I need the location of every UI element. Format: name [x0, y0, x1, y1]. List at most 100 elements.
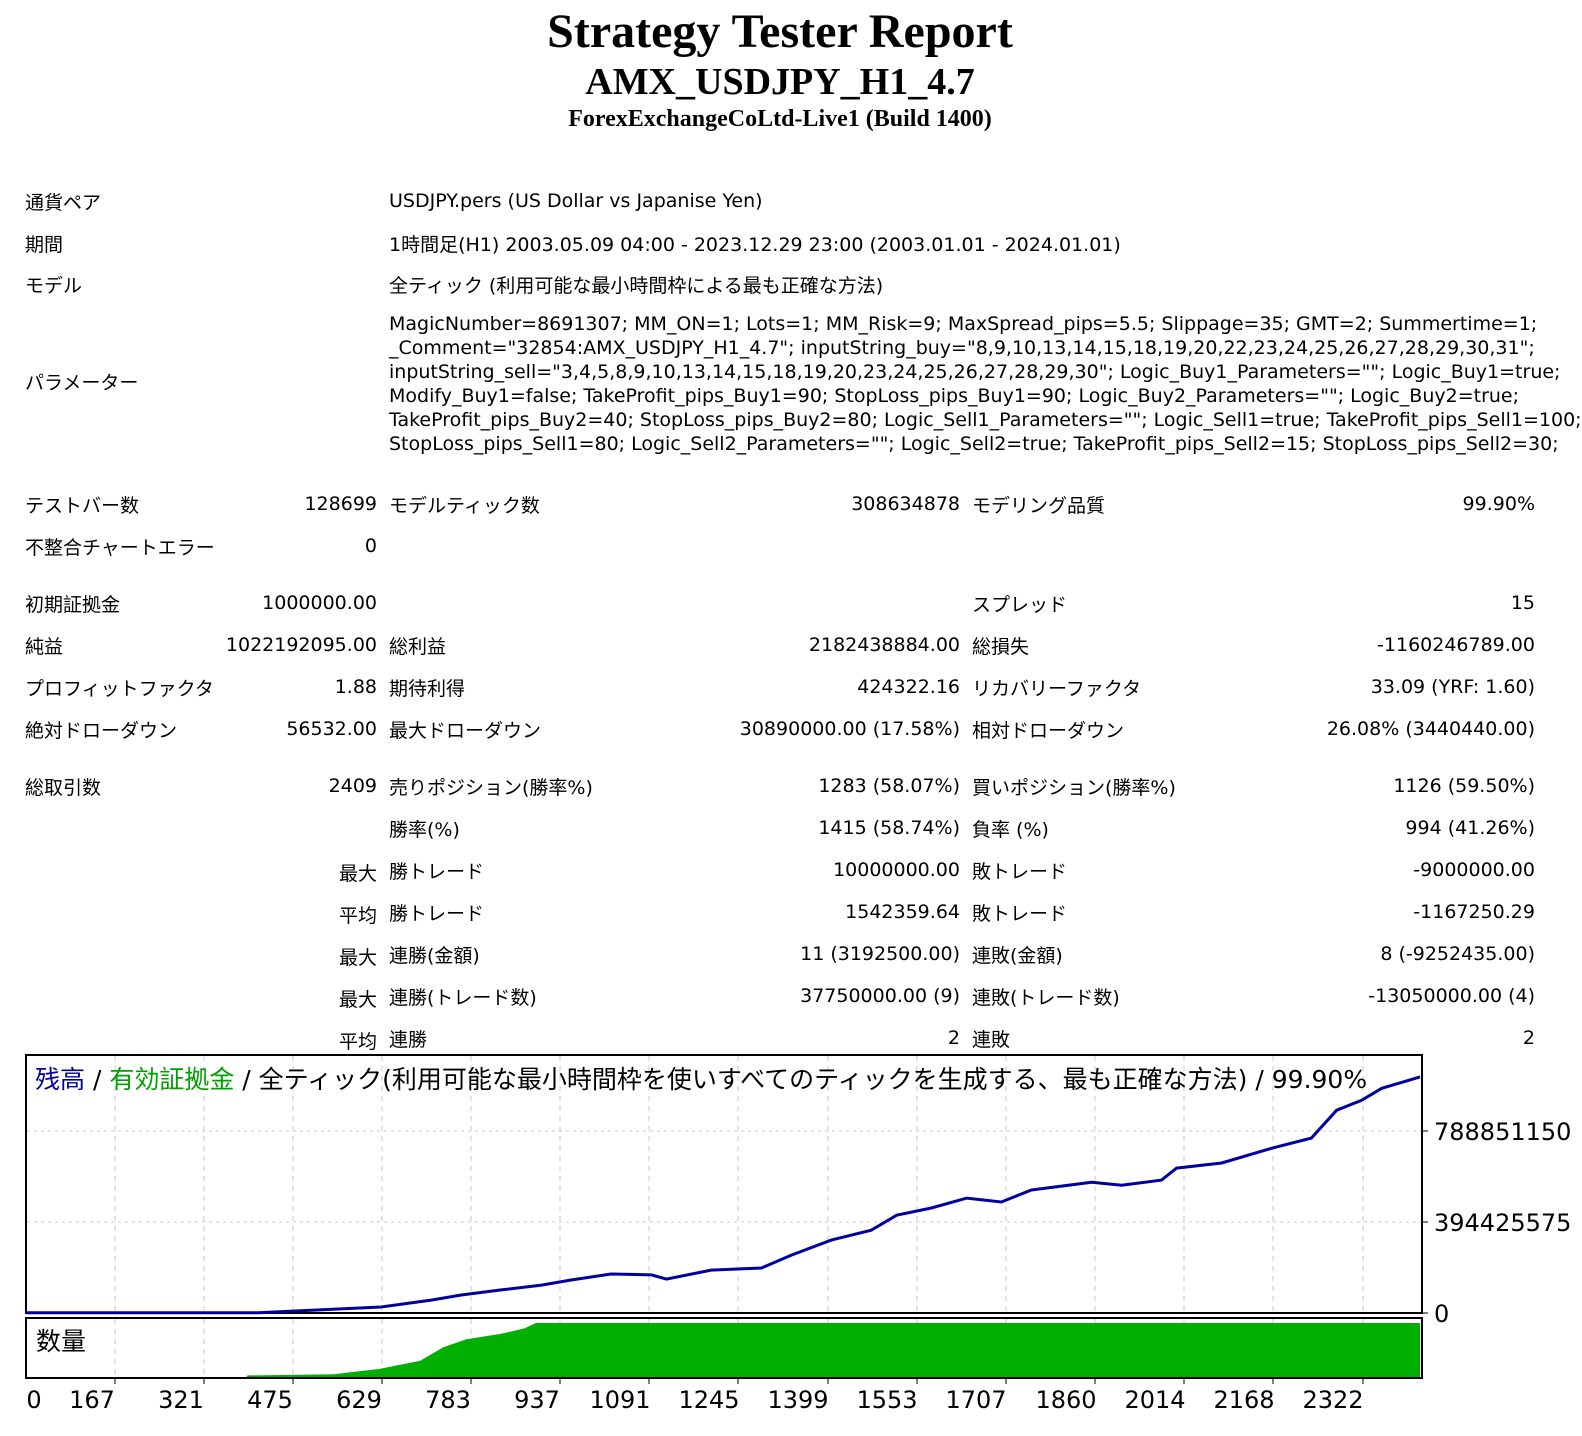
stat-label: 負率 (%)	[972, 819, 1049, 841]
stat-value: -1167250.29	[1413, 901, 1535, 923]
x-tick-label: 1399	[767, 1386, 828, 1414]
x-tick-label: 1091	[589, 1386, 650, 1414]
stat-label: 総損失	[972, 636, 1030, 658]
stat-label: 相対ドローダウン	[972, 720, 1125, 742]
stat-label: モデルティック数	[389, 495, 540, 517]
stat-value: 1022192095.00	[225, 634, 377, 656]
stat-label: リカバリーファクタ	[972, 678, 1142, 700]
stat-value: 最大	[338, 989, 377, 1011]
stat-label: 不整合チャートエラー	[25, 537, 215, 559]
stat-value: 26.08% (3440440.00)	[1326, 718, 1535, 740]
x-tick-label: 321	[158, 1386, 204, 1414]
stat-value: 994 (41.26%)	[1405, 817, 1535, 839]
stat-label: 売りポジション(勝率%)	[389, 777, 593, 799]
stat-value: 平均	[338, 905, 377, 927]
period-label: 期間	[25, 234, 64, 256]
y-tick-label: 788851150	[1434, 1118, 1571, 1146]
x-tick-label: 937	[514, 1386, 560, 1414]
stat-label: 初期証拠金	[25, 594, 121, 616]
stat-value: 0	[364, 535, 377, 557]
balance-line	[26, 1075, 1421, 1315]
stat-label: スプレッド	[972, 594, 1068, 616]
legend-equity: 有効証拠金	[109, 1065, 234, 1094]
stat-value: 1126 (59.50%)	[1393, 775, 1535, 797]
stat-value: 424322.16	[857, 676, 960, 698]
stat-label: モデリング品質	[972, 495, 1106, 517]
stat-label: 勝トレード	[389, 903, 485, 925]
stat-label: 総取引数	[25, 777, 102, 799]
stat-value: -1160246789.00	[1377, 634, 1535, 656]
x-tick-label: 2168	[1213, 1386, 1274, 1414]
stat-value: 2409	[328, 775, 377, 797]
params-line: StopLoss_pips_Sell1=80; Logic_Sell2_Para…	[389, 433, 1559, 455]
stat-label: 総利益	[389, 636, 447, 658]
server-name: ForexExchangeCoLtd-Live1 (Build 1400)	[568, 106, 992, 132]
report-title: Strategy Tester Report	[547, 5, 1013, 58]
stat-value: 1283 (58.07%)	[818, 775, 960, 797]
stat-value: 10000000.00	[833, 859, 960, 881]
stat-value: 1542359.64	[845, 901, 960, 923]
stat-value: 30890000.00 (17.58%)	[739, 718, 960, 740]
x-tick-label: 2014	[1124, 1386, 1185, 1414]
stat-label: 連敗	[972, 1029, 1011, 1051]
stat-value: -9000000.00	[1413, 859, 1535, 881]
stat-value: 平均	[338, 1031, 377, 1053]
balance-chart: 0 394425575 788851150 0 167 321 475 629 783 937 10…	[25, 1054, 1571, 1414]
legend-separator: /	[85, 1065, 109, 1094]
stat-value: 1415 (58.74%)	[818, 817, 960, 839]
x-tick-label: 475	[247, 1386, 293, 1414]
stat-value: -13050000.00 (4)	[1368, 985, 1535, 1007]
stat-value: 最大	[338, 863, 377, 885]
stat-value: 1000000.00	[262, 592, 377, 614]
stat-label: テストバー数	[25, 495, 140, 517]
x-tick-label: 2322	[1302, 1386, 1363, 1414]
volume-area	[27, 1323, 1420, 1377]
stat-label: 純益	[25, 636, 64, 658]
stat-value: 15	[1510, 592, 1535, 614]
stat-value: 99.90%	[1462, 493, 1535, 515]
chart-legend: 残高 / 有効証拠金 / 全ティック(利用可能な最小時間枠を使いすべてのティック…	[35, 1065, 1367, 1094]
x-tick-label: 167	[69, 1386, 115, 1414]
stat-label: 連勝(トレード数)	[389, 987, 537, 1009]
model-value: 全ティック (利用可能な最小時間枠による最も正確な方法)	[389, 275, 884, 297]
stat-value: 33.09 (YRF: 1.60)	[1370, 676, 1535, 698]
y-tick-label: 394425575	[1434, 1209, 1571, 1237]
legend-balance: 残高	[35, 1065, 85, 1094]
stat-label: 買いポジション(勝率%)	[972, 777, 1176, 799]
x-tick-label: 0	[26, 1386, 41, 1414]
stat-label: 絶対ドローダウン	[25, 720, 178, 742]
symbol-label: 通貨ペア	[25, 192, 102, 214]
legend-description: / 全ティック(利用可能な最小時間枠を使いすべてのティックを生成する、最も正確な…	[234, 1065, 1367, 1094]
stat-value: 56532.00	[286, 718, 377, 740]
params-line: TakeProfit_pips_Buy2=40; StopLoss_pips_B…	[389, 409, 1582, 431]
stat-label: 最大ドローダウン	[389, 720, 542, 742]
params-line: Modify_Buy1=false; TakeProfit_pips_Buy1=…	[389, 385, 1520, 407]
params-line: inputString_sell="3,4,5,8,9,10,13,14,15,…	[389, 361, 1561, 383]
x-tick-label: 1245	[678, 1386, 739, 1414]
params-value: MagicNumber=8691307; MM_ON=1; Lots=1; MM…	[389, 312, 1582, 456]
x-tick-label: 1860	[1035, 1386, 1096, 1414]
stat-value: 2182438884.00	[808, 634, 960, 656]
expert-name: AMX_USDJPY_H1_4.7	[585, 61, 975, 103]
stat-value: 2	[947, 1027, 960, 1049]
period-value: 1時間足(H1) 2003.05.09 04:00 - 2023.12.29 2…	[389, 234, 1121, 256]
x-tick-label: 1707	[945, 1386, 1006, 1414]
stat-label: プロフィットファクタ	[25, 678, 214, 700]
stat-label: 敗トレード	[972, 903, 1068, 925]
x-tick-label: 783	[425, 1386, 471, 1414]
stat-value: 8 (-9252435.00)	[1380, 943, 1535, 965]
stat-label: 勝トレード	[389, 861, 485, 883]
stat-label: 連敗(金額)	[972, 945, 1063, 967]
stat-value: 最大	[338, 947, 377, 969]
params-line: MagicNumber=8691307; MM_ON=1; Lots=1; MM…	[389, 313, 1538, 335]
stat-value: 37750000.00 (9)	[800, 985, 960, 1007]
stat-value: 11 (3192500.00)	[800, 943, 960, 965]
params-label: パラメーター	[25, 372, 139, 394]
volume-label: 数量	[36, 1327, 86, 1356]
y-tick-label: 0	[1434, 1300, 1449, 1328]
model-label: モデル	[25, 275, 83, 297]
stat-value: 1.88	[334, 676, 377, 698]
symbol-value: USDJPY.pers (US Dollar vs Japanise Yen)	[389, 190, 763, 212]
stat-label: 連勝	[389, 1029, 428, 1051]
stat-value: 2	[1522, 1027, 1535, 1049]
